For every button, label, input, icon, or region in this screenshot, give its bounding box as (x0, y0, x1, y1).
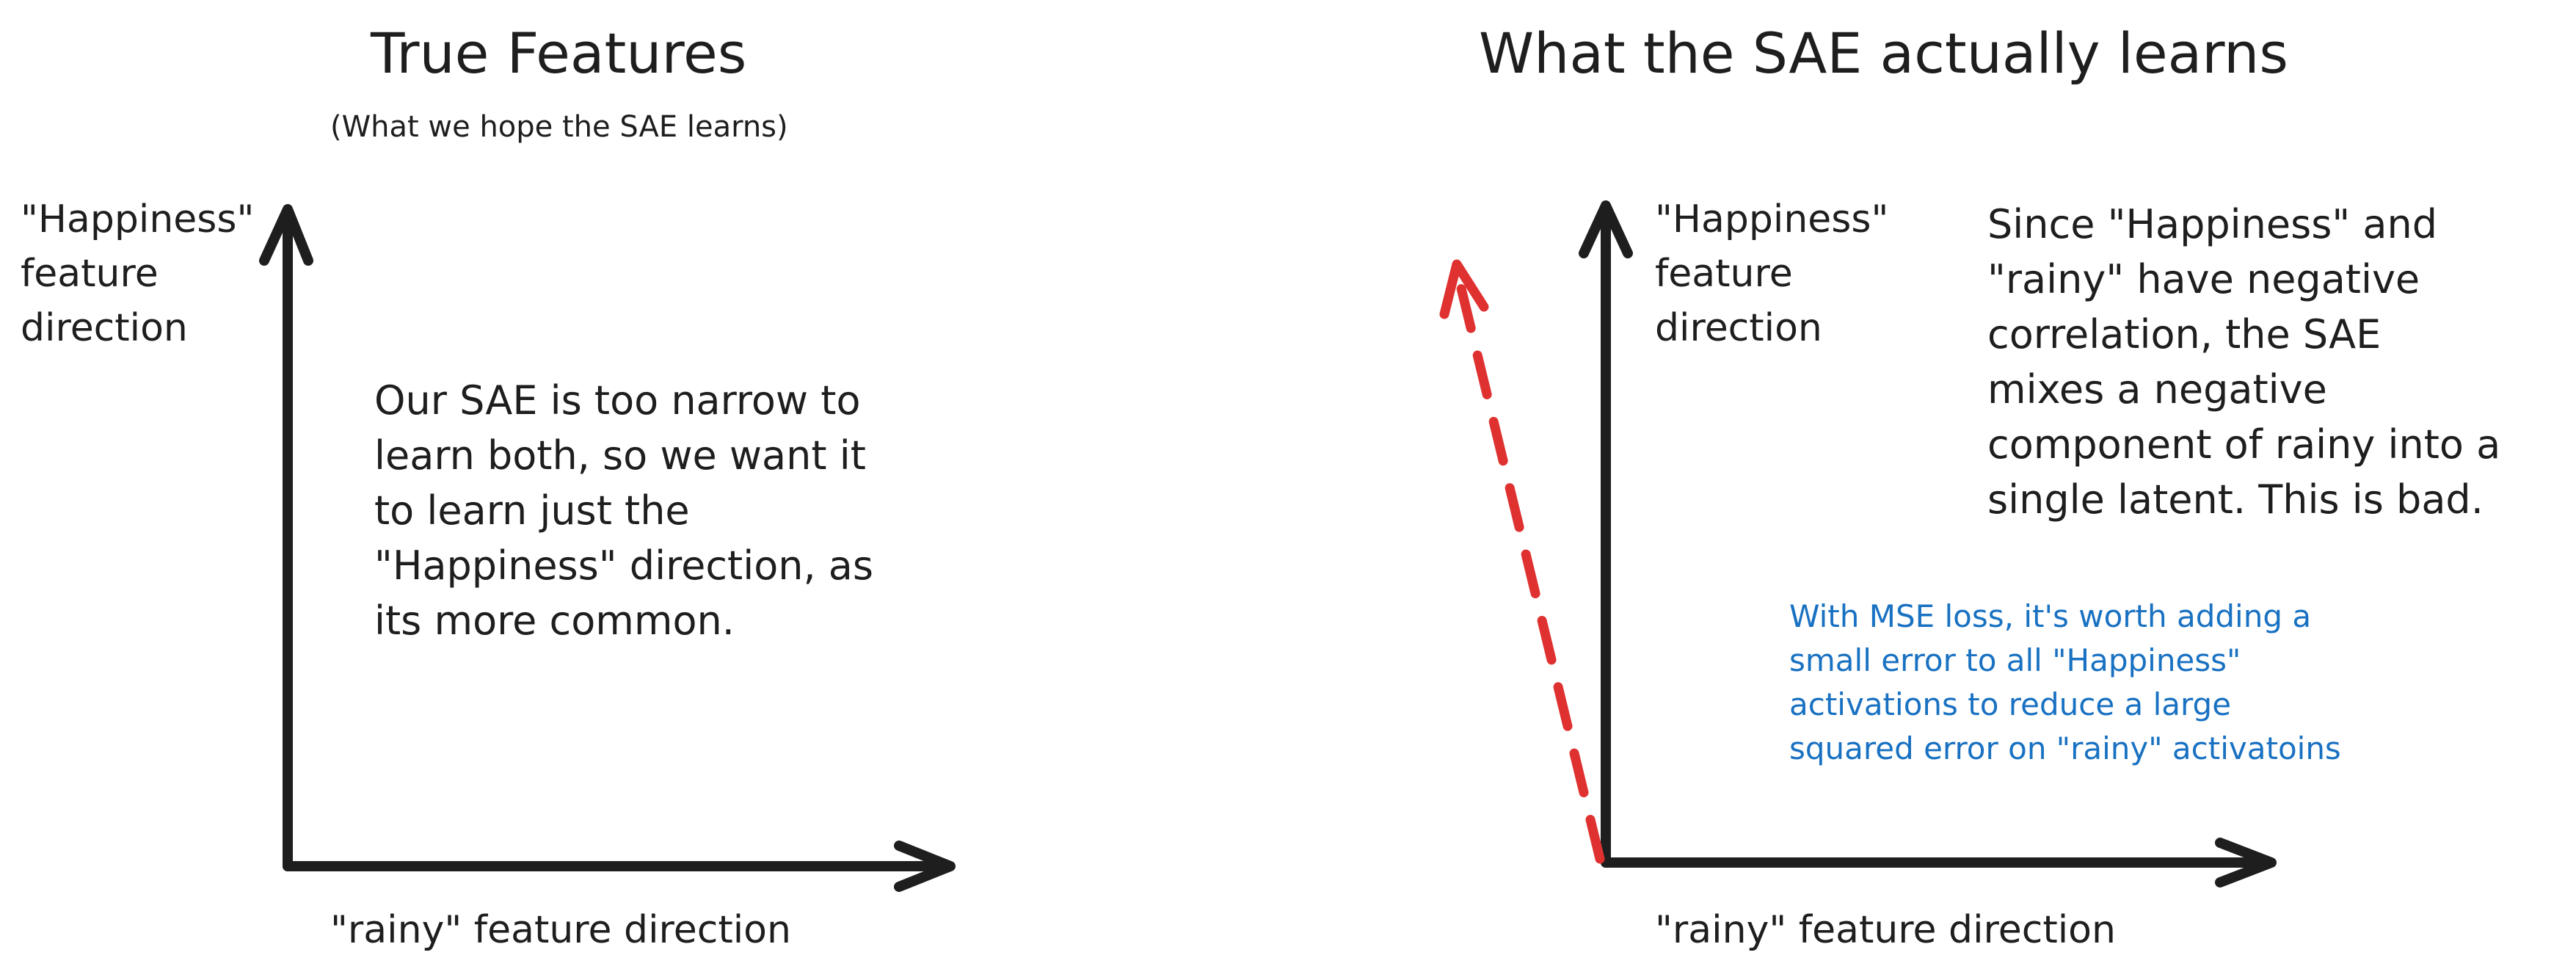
right-explanation-line: "rainy" have negative (1987, 256, 2420, 302)
mse-note-line: small error to all "Happiness" (1789, 642, 2241, 678)
right-explanation-line: correlation, the SAE (1987, 311, 2382, 357)
left-explanation-line: its more common. (374, 598, 735, 644)
left-explanation-text: Our SAE is too narrow to learn both, so … (374, 373, 873, 648)
left-y-axis (259, 204, 313, 871)
left-explanation-line: learn both, so we want it (374, 432, 866, 479)
left-panel-subtitle: (What we hope the SAE learns) (330, 110, 788, 144)
left-explanation-line: to learn just the (374, 487, 690, 534)
right-explanation-line: mixes a negative (1987, 366, 2327, 413)
right-y-axis-label: "Happiness" feature direction (1655, 192, 1888, 355)
mse-note: With MSE loss, it's worth adding a small… (1789, 595, 2341, 771)
right-y-axis-label-line: "Happiness" (1655, 197, 1889, 242)
left-y-axis-label-line: feature (21, 252, 159, 296)
right-x-axis (1601, 838, 2277, 888)
right-explanation-line: component of rainy into a (1987, 421, 2501, 468)
left-x-axis-label: "rainy" feature direction (330, 908, 791, 952)
right-panel-title: What the SAE actually learns (1479, 21, 2288, 86)
left-y-axis-label: "Happiness" feature direction (21, 192, 254, 355)
right-y-axis-label-line: feature (1655, 252, 1793, 296)
left-panel-title: True Features (371, 21, 747, 86)
left-explanation-line: Our SAE is too narrow to (374, 377, 861, 424)
mse-note-line: With MSE loss, it's worth adding a (1789, 598, 2312, 634)
left-y-axis-label-line: direction (21, 306, 188, 350)
learned-latent-vector (1439, 259, 1605, 864)
right-x-axis-label: "rainy" feature direction (1655, 908, 2116, 952)
right-explanation-text: Since "Happiness" and "rainy" have negat… (1987, 197, 2500, 527)
left-explanation-line: "Happiness" direction, as (374, 542, 874, 589)
mse-note-line: activations to reduce a large (1789, 686, 2232, 722)
right-explanation-line: Since "Happiness" and (1987, 201, 2437, 247)
mse-note-line: squared error on "rainy" activatoins (1789, 730, 2341, 766)
left-y-axis-label-line: "Happiness" (21, 197, 255, 242)
right-explanation-line: single latent. This is bad. (1987, 476, 2484, 523)
left-x-axis (283, 841, 956, 892)
right-y-axis (1579, 200, 1633, 868)
right-y-axis-label-line: direction (1655, 306, 1822, 350)
